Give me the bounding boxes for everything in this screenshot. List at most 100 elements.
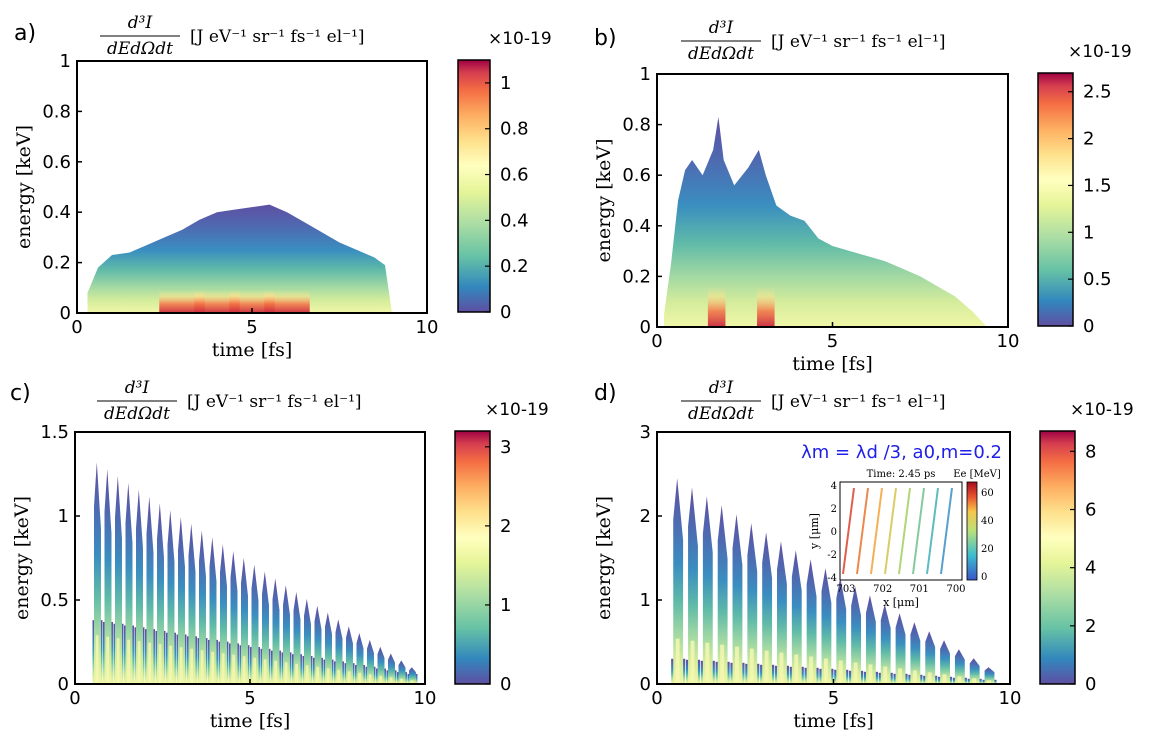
colorbar — [454, 430, 491, 685]
panel-label: a) — [14, 21, 36, 46]
colorbar-tick-label: 0.4 — [500, 210, 529, 231]
colorbar — [457, 59, 491, 313]
y-tick-label: 1 — [58, 506, 69, 527]
y-tick-label: 1.5 — [40, 422, 69, 443]
colorbar-tick-label: 3 — [500, 437, 511, 458]
hot-spot — [229, 290, 275, 313]
pulse-spike — [377, 646, 385, 684]
inset-colorbar-tick-label: 40 — [981, 516, 994, 527]
pulse-core — [912, 670, 917, 684]
x-tick-label: 10 — [997, 331, 1020, 352]
pulse-core — [221, 653, 225, 684]
pulse-spike — [356, 633, 364, 684]
pulse-spike — [398, 660, 406, 684]
pulse-spike — [954, 649, 965, 684]
pulse-spike — [188, 523, 196, 684]
pulse-spike — [282, 585, 290, 684]
pulse-core — [347, 671, 351, 684]
pulse-spike — [104, 469, 112, 684]
inset-streak — [856, 487, 869, 575]
x-tick-label: 5 — [244, 688, 255, 709]
pulse-core — [211, 651, 215, 684]
x-axis-label: time [fs] — [210, 710, 291, 732]
pulse-core — [720, 644, 725, 684]
pulse-spike — [167, 510, 175, 684]
pulse-core — [400, 678, 404, 684]
pulse-spike — [984, 667, 995, 684]
pulse-core — [957, 676, 962, 684]
pulse-spike — [836, 577, 847, 684]
pulse-spike — [177, 516, 185, 684]
y-tick-label: 1 — [60, 51, 71, 72]
colorbar-tick-label: 0.5 — [1083, 269, 1112, 290]
pulse-spike — [940, 640, 950, 684]
y-tick-label: 0 — [58, 674, 69, 695]
pulse-spike — [777, 541, 787, 684]
pulse-core — [316, 666, 320, 684]
inset-colorbar-tick-label: 0 — [981, 572, 987, 583]
y-tick-label: 0.4 — [42, 202, 71, 223]
inset-title: Time: 2.45 ps — [867, 469, 936, 480]
pulse-core — [95, 635, 99, 684]
colorbar-tick-label: 2 — [1085, 616, 1096, 637]
pulse-core — [749, 648, 754, 684]
inset-y-tick-label: 0 — [831, 527, 837, 538]
colorbar-scale-label: ×10-19 — [485, 400, 549, 420]
x-tick-label: 5 — [828, 688, 839, 709]
colorbar-tick-label: 2 — [500, 516, 511, 537]
pulse-core — [116, 638, 120, 684]
panel-label: d) — [594, 381, 617, 406]
inset-streak — [884, 487, 897, 575]
colorbar-tick-label: 6 — [1085, 500, 1096, 521]
pulse-spike — [314, 605, 322, 684]
pulse-core — [942, 674, 947, 684]
colorbar-tick-label: 1 — [500, 595, 511, 616]
y-tick-label: 0 — [60, 303, 71, 324]
y-axis-label: energy [keV] — [13, 125, 35, 249]
pulse-spike — [324, 612, 332, 684]
pulse-spike — [865, 595, 876, 684]
inset-colorbar — [966, 481, 978, 581]
pulse-core — [158, 644, 162, 684]
pulse-core — [358, 672, 362, 684]
pulse-core — [284, 662, 288, 684]
title-fraction-denominator: dEdΩdt — [104, 404, 170, 424]
pulse-spike — [791, 550, 802, 684]
title-fraction-numerator: d³I — [128, 13, 153, 33]
inset-streak — [912, 487, 925, 575]
pulse-core — [326, 668, 330, 684]
y-tick-label: 1 — [640, 590, 651, 611]
inset-streak — [898, 487, 911, 575]
title-fraction-denominator: dEdΩdt — [688, 404, 754, 424]
pulse-spike — [146, 496, 154, 684]
pulse-core — [379, 675, 383, 684]
colorbar-tick-label: 0.8 — [500, 119, 529, 140]
y-tick-label: 0.8 — [622, 115, 651, 136]
panel-label: b) — [594, 26, 617, 51]
pulse-core — [410, 680, 414, 684]
pulse-spike — [219, 544, 227, 684]
pulse-spike — [251, 564, 259, 684]
pulse-core — [263, 659, 267, 684]
pulse-spike — [293, 592, 301, 684]
inset-x-axis-label: x [μm] — [883, 596, 919, 609]
colorbar-scale-label: ×10-19 — [488, 29, 552, 49]
y-tick-label: 0.8 — [42, 101, 71, 122]
pulse-core — [898, 668, 903, 684]
pulse-core — [853, 662, 858, 684]
pulse-spike — [925, 631, 936, 684]
colorbar-tick-label: 4 — [1085, 558, 1096, 579]
inset-y-tick-label: 2 — [831, 504, 837, 515]
pulse-core — [838, 660, 843, 684]
inset-colorbar-tick-label: 20 — [981, 544, 994, 555]
pulse-core — [675, 638, 680, 684]
title-fraction-numerator: d³I — [709, 378, 734, 398]
colorbar-scale-label: ×10-19 — [1068, 42, 1132, 62]
colorbar-tick-label: 0 — [500, 302, 511, 323]
title-fraction-denominator: dEdΩdt — [107, 39, 173, 59]
hot-spot — [159, 290, 205, 313]
